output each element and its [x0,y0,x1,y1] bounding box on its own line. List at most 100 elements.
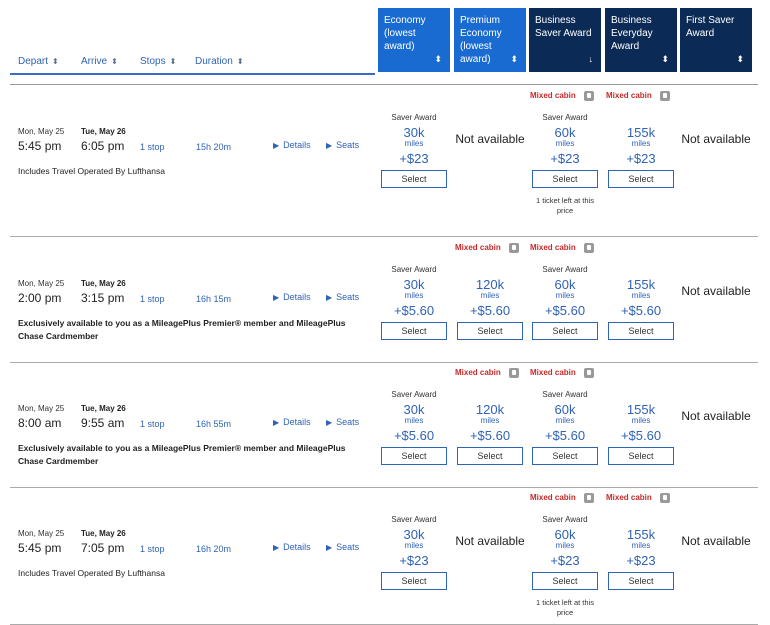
sort-icon: ⬍ [169,57,177,66]
fare-cell: Saver Award 60k miles +$23 Select 1 tick… [529,113,601,216]
mixed-cabin-label: Mixed cabin [606,493,652,503]
mixed-cabin-badge: Mixed cabin [530,243,594,253]
sort-arrow-icon: ⬍ [736,54,744,64]
seats-link[interactable]: ▶ Seats [326,417,359,427]
sort-arrive[interactable]: Arrive ⬍ [81,56,118,67]
select-button[interactable]: Select [532,322,598,340]
saver-award-label [605,390,677,402]
fare-cell: 155k miles +$23 Select [605,515,677,590]
expand-triangle-icon: ▶ [273,418,280,427]
arrive-day: Tue, May 26 [81,279,126,288]
not-available: Not available [455,132,525,146]
select-button[interactable]: Select [532,447,598,465]
details-link[interactable]: ▶ Details [273,417,311,427]
details-link[interactable]: ▶ Details [273,542,311,552]
mixed-cabin-badge: Mixed cabin [455,368,519,378]
stops-link[interactable]: 1 stop [140,142,165,152]
sort-duration[interactable]: Duration ⬍ [195,56,244,67]
fare-miles: 120k [475,402,505,417]
select-button[interactable]: Select [532,170,598,188]
mixed-cabin-info-icon[interactable] [659,91,670,101]
select-button[interactable]: Select [381,170,447,188]
seats-label: Seats [336,140,360,150]
flight-row: Mon, May 25 Tue, May 26 5:45 pm 6:05 pm 1 st… [10,85,758,237]
mixed-cabin-info-icon[interactable] [583,243,594,253]
select-button[interactable]: Select [608,322,674,340]
saver-award-label [605,113,677,125]
select-button[interactable]: Select [457,322,523,340]
saver-award-label: Saver Award [391,265,437,274]
mixed-cabin-info-icon[interactable] [583,368,594,378]
saver-award-label: Saver Award [391,113,437,122]
fare-taxes: +$23 [626,553,656,568]
column-header-label: First Saver Award [686,15,735,39]
mixed-cabin-info-icon[interactable] [583,493,594,503]
details-link[interactable]: ▶ Details [273,140,311,150]
select-button[interactable]: Select [381,572,447,590]
select-button[interactable]: Select [381,322,447,340]
select-button[interactable]: Select [532,572,598,590]
saver-award-label [605,265,677,277]
sort-stops[interactable]: Stops ⬍ [140,56,176,67]
fare-cell: 155k miles +$23 Select [605,113,677,188]
not-available: Not available [681,409,751,423]
seats-link[interactable]: ▶ Seats [326,140,359,150]
column-header-label: Economy (lowest award) [384,15,426,52]
seats-link[interactable]: ▶ Seats [326,292,359,302]
fare-taxes: +$5.60 [393,428,435,443]
depart-day: Mon, May 25 [18,127,65,136]
sort-icon: ⬍ [111,57,118,66]
stops-link[interactable]: 1 stop [140,419,165,429]
fare-cell: Saver Award 30k miles +$23 Select [378,113,450,188]
column-header-2[interactable]: Business Saver Award ↓ [529,8,601,72]
sort-arrow-icon: ⬍ [510,54,518,64]
mixed-cabin-info-icon[interactable] [583,91,594,101]
sort-label: Arrive [81,56,108,67]
select-button[interactable]: Select [608,170,674,188]
fare-miles: 155k [626,277,656,292]
mixed-cabin-info-icon[interactable] [508,243,519,253]
not-available: Not available [681,284,751,298]
fare-taxes: +$23 [550,553,580,568]
sort-label: Depart [18,56,49,67]
stops-link[interactable]: 1 stop [140,294,165,304]
column-header-3[interactable]: Business Everyday Award ⬍ [605,8,677,72]
depart-day: Mon, May 25 [18,279,65,288]
column-header-4[interactable]: First Saver Award ⬍ [680,8,752,72]
sort-arrow-icon: ⬍ [661,54,669,64]
seats-link[interactable]: ▶ Seats [326,542,359,552]
mixed-cabin-info-icon[interactable] [659,493,670,503]
depart-time: 5:45 pm [18,139,62,153]
sort-label: Stops [140,56,166,67]
details-label: Details [283,542,311,552]
select-button[interactable]: Select [457,447,523,465]
miles-unit: miles [631,416,651,425]
depart-time: 5:45 pm [18,541,62,555]
fare-miles: 120k [475,277,505,292]
stops-link[interactable]: 1 stop [140,544,165,554]
column-header-1[interactable]: Premium Economy (lowest award) ⬍ [454,8,526,72]
fare-taxes: +$23 [399,151,429,166]
fare-cell: Saver Award 60k miles +$23 Select 1 tick… [529,515,601,618]
sort-depart[interactable]: Depart ⬍ [18,56,59,67]
flight-note: Includes Travel Operated By Lufthansa [18,166,165,176]
fare-miles: 60k [554,125,576,140]
mixed-cabin-label: Mixed cabin [455,243,501,253]
column-header-0[interactable]: Economy (lowest award) ⬍ [378,8,450,72]
mixed-cabin-info-icon[interactable] [508,368,519,378]
select-button[interactable]: Select [608,572,674,590]
sort-icon: ⬍ [52,57,59,66]
mixed-cabin-label: Mixed cabin [455,368,501,378]
select-button[interactable]: Select [381,447,447,465]
fare-miles: 30k [403,402,425,417]
select-button[interactable]: Select [608,447,674,465]
fare-miles: 155k [626,402,656,417]
depart-time: 2:00 pm [18,291,62,305]
miles-unit: miles [555,291,575,300]
mixed-cabin-badge: Mixed cabin [530,493,594,503]
details-link[interactable]: ▶ Details [273,292,311,302]
miles-unit: miles [404,291,424,300]
miles-unit: miles [404,139,424,148]
column-header-label: Business Saver Award [535,15,592,39]
mixed-cabin-label: Mixed cabin [530,91,576,101]
